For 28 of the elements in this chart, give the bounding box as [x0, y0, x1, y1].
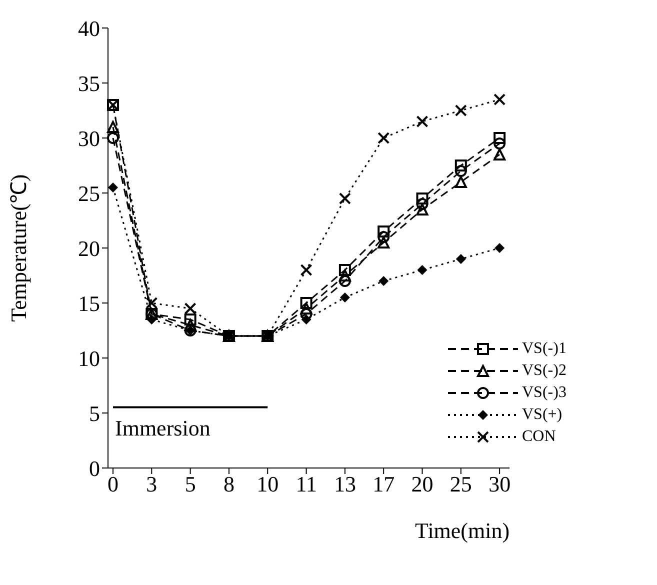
legend-label: VS(+): [522, 405, 562, 425]
legend-label: VS(-)2: [522, 361, 566, 381]
x-tick-label: 10: [256, 472, 279, 497]
y-tick-label: 10: [78, 346, 100, 371]
y-tick-label: 35: [78, 70, 100, 96]
x-tick-label: 5: [184, 472, 196, 497]
x-tick-label: 8: [223, 472, 234, 497]
y-tick-label: 15: [78, 290, 100, 316]
x-tick-label: 11: [296, 472, 317, 497]
legend-label: VS(-)3: [522, 383, 566, 403]
x-axis-title: Time(min): [415, 518, 510, 543]
y-tick-label: 5: [89, 400, 100, 426]
y-tick-label: 20: [78, 236, 100, 261]
legend-label: CON: [522, 427, 556, 447]
x-tick-label: 13: [334, 472, 356, 497]
legend-label: VS(-)1: [522, 339, 566, 359]
x-tick-label: 3: [146, 472, 158, 497]
y-tick-label: 30: [78, 126, 100, 151]
y-tick-label: 25: [78, 180, 100, 206]
y-tick-label: 40: [78, 16, 100, 41]
y-tick-label: 0: [89, 456, 100, 481]
x-tick-label: 30: [488, 472, 511, 497]
annotation: Immersion: [115, 416, 210, 441]
x-tick-label: 25: [450, 472, 472, 497]
y-axis-title: Temperature(℃): [6, 174, 31, 322]
x-tick-label: 0: [108, 472, 118, 497]
x-tick-label: 20: [411, 472, 434, 497]
x-tick-label: 17: [372, 472, 395, 497]
